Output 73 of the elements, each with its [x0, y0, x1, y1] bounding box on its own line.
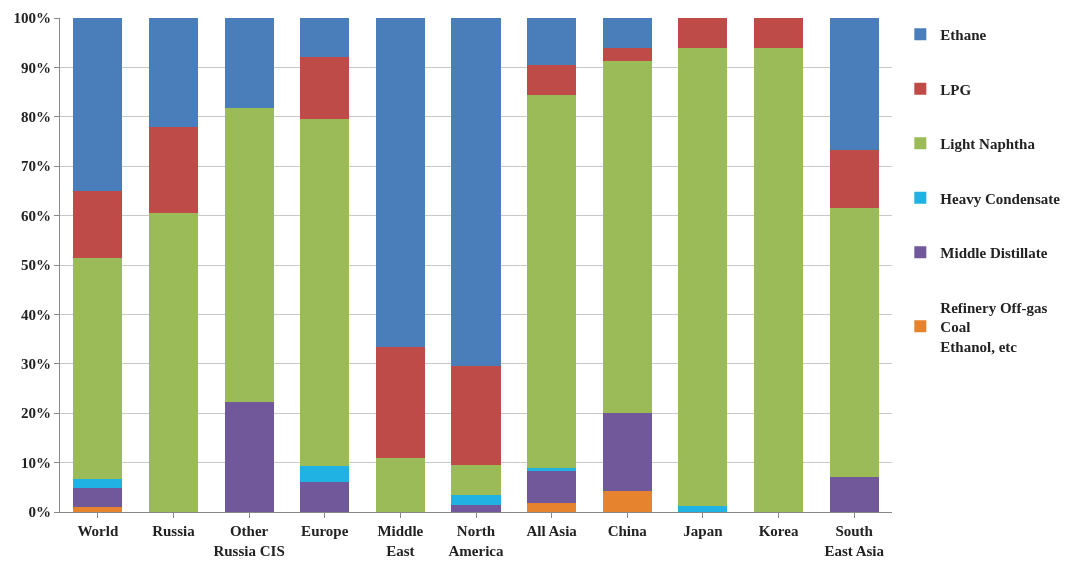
bar	[300, 18, 350, 57]
bar	[375, 457, 425, 512]
x-tick-label: China	[607, 523, 648, 539]
bar	[829, 18, 879, 150]
y-tick-label: 50%	[21, 257, 51, 274]
bar	[602, 491, 652, 512]
bar	[829, 149, 879, 209]
x-tick-label: Other Russia CIS	[213, 523, 285, 559]
bar	[753, 47, 804, 512]
y-tick-label: 70%	[21, 158, 51, 175]
y-tick-label: 20%	[21, 405, 51, 422]
bar	[73, 190, 123, 258]
bar	[527, 94, 577, 469]
x-tick-label: Korea	[758, 523, 799, 539]
legend-label: LPG	[940, 81, 972, 98]
y-tick-label: 80%	[21, 109, 51, 126]
bar	[73, 478, 123, 489]
bar	[300, 119, 350, 467]
y-tick-label: 40%	[21, 306, 51, 323]
bar	[527, 471, 577, 504]
bar	[602, 60, 652, 414]
bar	[602, 413, 652, 492]
bar	[375, 18, 425, 347]
bar	[224, 107, 274, 402]
bar	[73, 18, 123, 191]
bar	[300, 482, 350, 512]
bar	[224, 401, 274, 512]
bar	[224, 18, 274, 108]
bar	[753, 18, 804, 48]
bar	[300, 56, 350, 120]
x-tick-label: Middle East	[377, 523, 424, 559]
bar	[300, 466, 350, 483]
x-tick-label: Europe	[301, 523, 349, 539]
y-tick-label: 30%	[21, 356, 51, 373]
x-tick-label: North America	[448, 523, 504, 559]
y-tick-label: 100%	[13, 10, 51, 27]
y-tick-label: 0%	[28, 504, 51, 521]
bar	[527, 64, 577, 95]
y-tick-label: 10%	[21, 454, 51, 471]
bar	[451, 18, 501, 367]
x-tick-label: South East Asia	[824, 523, 885, 559]
x-tick-label: Russia	[152, 523, 196, 539]
bar	[602, 18, 652, 48]
legend-label: Middle Distillate	[940, 245, 1048, 262]
bar	[527, 18, 577, 65]
bar	[678, 506, 728, 512]
bar	[73, 507, 123, 512]
x-tick-label: Japan	[683, 523, 724, 539]
x-tick-label: All Asia	[526, 523, 578, 539]
bar	[678, 47, 728, 507]
legend-label: Heavy Condensate	[940, 190, 1061, 207]
bar	[451, 366, 501, 466]
bar	[375, 346, 425, 458]
y-tick-label: 90%	[21, 59, 51, 76]
bar	[527, 468, 577, 471]
bar	[829, 208, 879, 478]
bar	[148, 18, 199, 127]
bar	[451, 494, 501, 505]
legend-label: Light Naphtha	[940, 136, 1036, 153]
legend-label: Refinery Off-gas Coal Ethanol, etc	[940, 299, 1048, 355]
y-tick-label: 60%	[21, 207, 51, 224]
bar	[148, 213, 199, 512]
bar	[451, 504, 501, 512]
bar	[678, 18, 728, 48]
bar	[451, 465, 501, 495]
bar	[73, 488, 123, 508]
bar	[602, 47, 652, 61]
bar	[148, 126, 199, 214]
x-tick-label: World	[77, 523, 119, 539]
legend-label: Ethane	[940, 27, 987, 44]
bar	[73, 257, 123, 479]
bar	[527, 503, 577, 512]
bar	[829, 477, 879, 512]
